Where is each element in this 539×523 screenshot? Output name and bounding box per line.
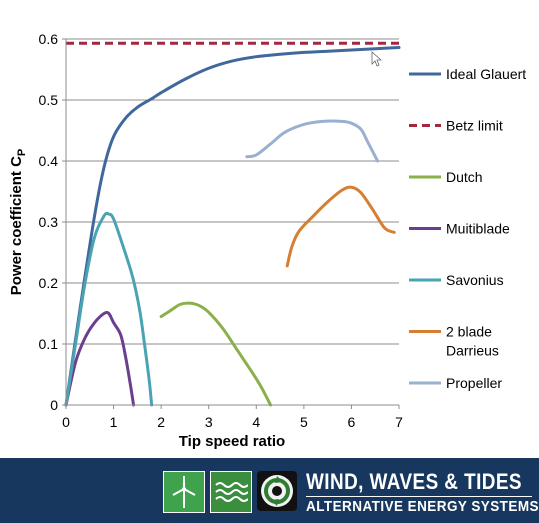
series-line-2-blade-darrieus xyxy=(285,185,396,268)
legend-label-propeller: Propeller xyxy=(446,375,502,391)
series-line-dutch xyxy=(159,301,273,407)
x-tick-label-4: 4 xyxy=(252,414,260,430)
legend-label-muitiblade: Muitiblade xyxy=(446,221,510,237)
x-tick-label-0: 0 xyxy=(62,414,70,430)
legend-label-dutch: Dutch xyxy=(446,169,483,185)
axes xyxy=(62,38,400,409)
wind-turbine-icon xyxy=(163,471,205,513)
x-tick-label-5: 5 xyxy=(300,414,308,430)
y-tick-label-2: 0.2 xyxy=(39,275,59,291)
legend-label-savonius: Savonius xyxy=(446,272,504,288)
x-tick-label-7: 7 xyxy=(395,414,403,430)
x-tick-label-2: 2 xyxy=(157,414,165,430)
series-line-savonius xyxy=(64,211,154,407)
legend-label-betz-limit: Betz limit xyxy=(446,118,503,134)
legend-label-ideal-glauert: Ideal Glauert xyxy=(446,66,526,82)
series-line-ideal-glauert xyxy=(64,46,401,407)
y-tick-label-3: 0.3 xyxy=(39,214,59,230)
y-tick-label-0: 0 xyxy=(50,397,58,413)
banner-divider xyxy=(306,496,532,497)
tide-cycle-icon xyxy=(257,471,297,511)
y-axis-title-subscript: P xyxy=(16,149,28,156)
y-axis-title: Power coefficient CP xyxy=(8,149,28,296)
y-tick-label-1: 0.1 xyxy=(39,336,59,352)
grid-lines xyxy=(66,38,399,345)
banner-title: WIND, WAVES & TIDES xyxy=(306,469,522,494)
series-lines xyxy=(64,41,401,407)
x-tick-label-6: 6 xyxy=(348,414,356,430)
x-tick-label-3: 3 xyxy=(205,414,213,430)
y-tick-label-5: 0.5 xyxy=(39,92,59,108)
legend-label-2-blade-darrieus: 2 blade Darrieus xyxy=(446,324,499,359)
waves-icon xyxy=(210,471,252,513)
power-coefficient-chart: 0 0.1 0.2 0.3 0.4 0.5 0.6 0 1 2 3 4 5 6 7 Tip speed ra… xyxy=(8,31,526,450)
y-tick-label-4: 0.4 xyxy=(39,153,59,169)
mouse-cursor-icon xyxy=(371,51,383,67)
x-tick-label-1: 1 xyxy=(110,414,118,430)
tick-labels: 0 0.1 0.2 0.3 0.4 0.5 0.6 0 1 2 3 4 5 6 7 xyxy=(39,31,404,430)
legend: Ideal Glauert Betz limit Dutch Muitiblade Sa… xyxy=(409,66,526,391)
y-tick-label-6: 0.6 xyxy=(39,31,59,47)
branding-banner: WIND, WAVES & TIDES ALTERNATIVE ENERGY S… xyxy=(0,458,539,523)
series-line-propeller xyxy=(245,119,380,163)
x-axis-title: Tip speed ratio xyxy=(179,433,285,450)
series-line-muitiblade xyxy=(64,310,136,407)
banner-subtitle: ALTERNATIVE ENERGY SYSTEMS xyxy=(306,498,539,515)
